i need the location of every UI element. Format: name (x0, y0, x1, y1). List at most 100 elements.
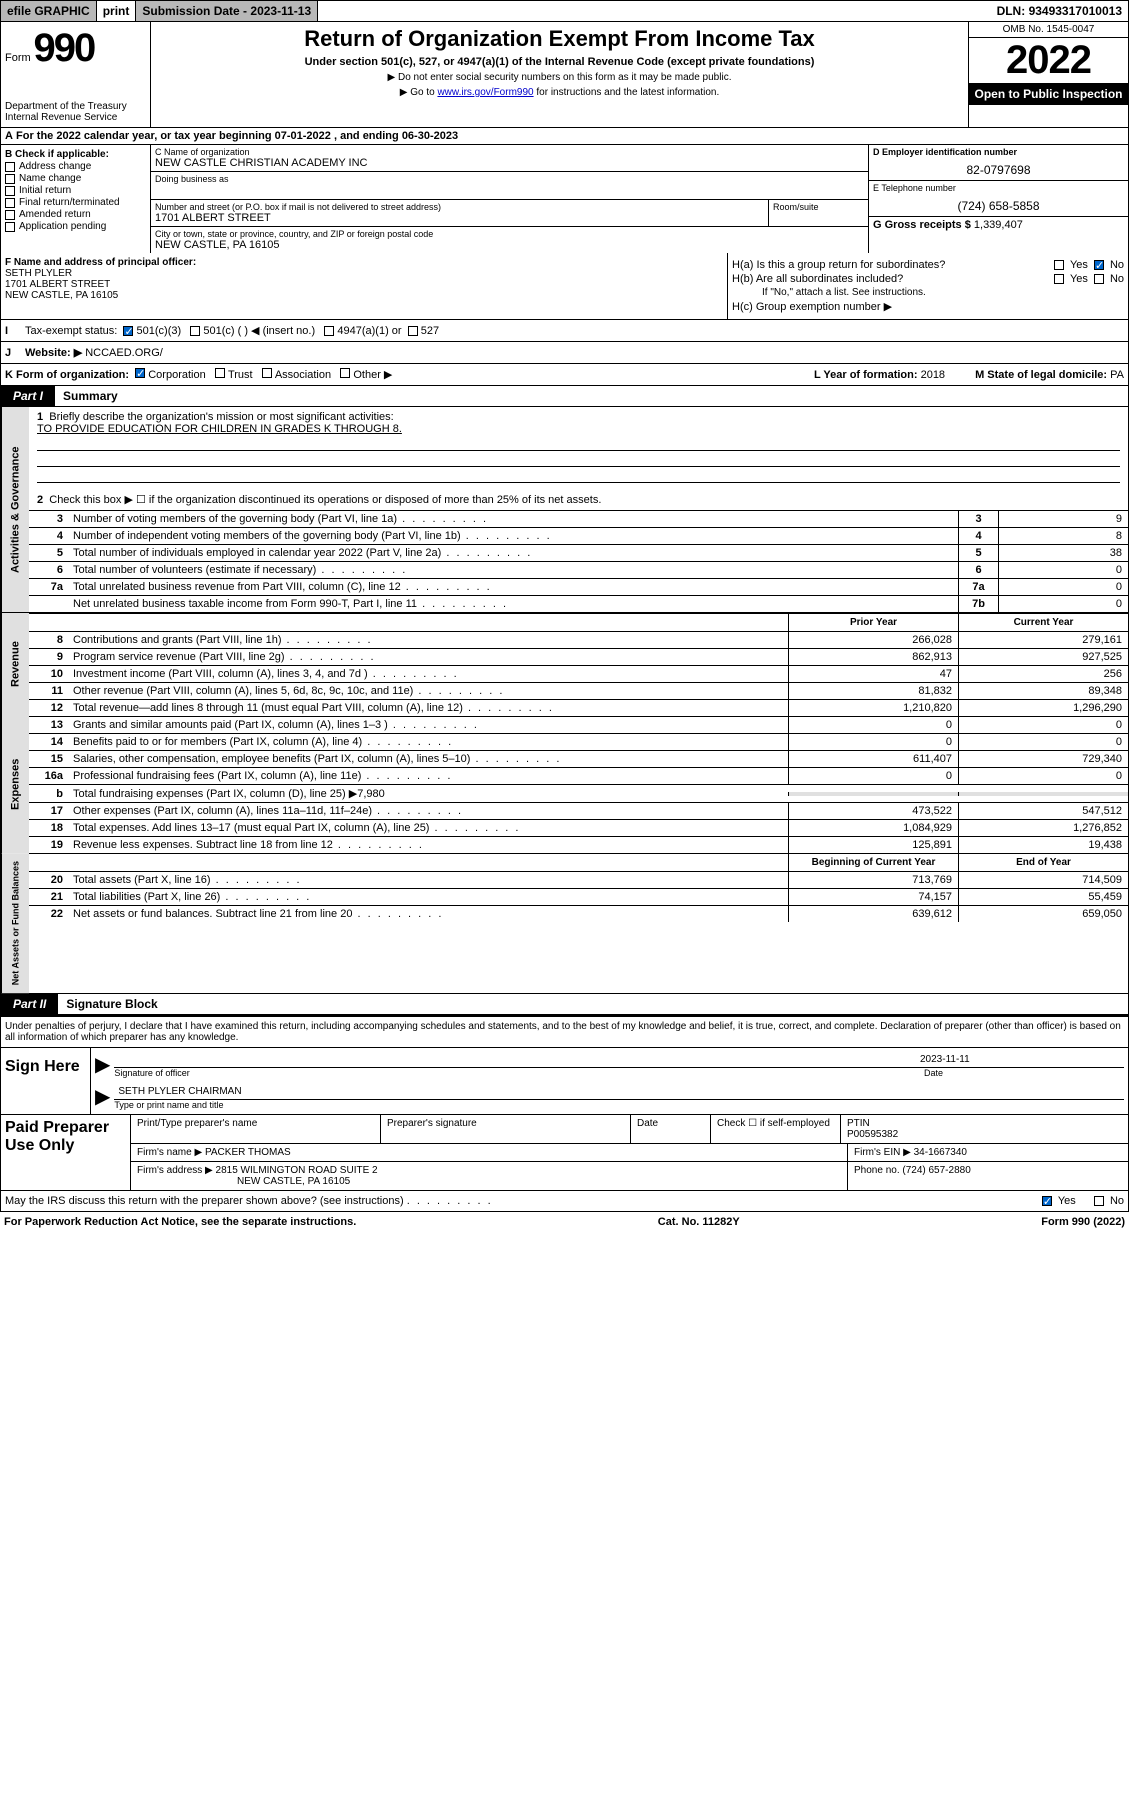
data-row: 8 Contributions and grants (Part VIII, l… (29, 631, 1128, 648)
officer-addr2: NEW CASTLE, PA 16105 (5, 290, 118, 301)
row-box: 5 (958, 545, 998, 561)
ha-yes-check[interactable] (1054, 260, 1064, 270)
hb-yes-check[interactable] (1054, 274, 1064, 284)
ein-value: 82-0797698 (873, 163, 1124, 177)
firm-ein-label: Firm's EIN ▶ (854, 1147, 911, 1158)
hb-no-check[interactable] (1094, 274, 1104, 284)
prior-val: 862,913 (788, 649, 958, 665)
check-name-change[interactable]: Name change (5, 173, 146, 184)
dba-label: Doing business as (155, 174, 864, 184)
year-end: 06-30-2023 (402, 130, 458, 142)
check-address-change[interactable]: Address change (5, 161, 146, 172)
opt-corp: Corporation (148, 369, 205, 381)
check-final-return[interactable]: Final return/terminated (5, 197, 146, 208)
current-val: 659,050 (958, 906, 1128, 922)
irs-link[interactable]: www.irs.gov/Form990 (437, 87, 533, 98)
box-d: D Employer identification number 82-0797… (869, 145, 1128, 181)
check-527[interactable] (408, 326, 418, 336)
check-initial-return[interactable]: Initial return (5, 185, 146, 196)
opt-trust: Trust (228, 369, 253, 381)
row-label: Investment income (Part VIII, column (A)… (69, 666, 788, 682)
entity-section: B Check if applicable: Address change Na… (0, 145, 1129, 253)
prior-val: 611,407 (788, 751, 958, 767)
check-4947[interactable] (324, 326, 334, 336)
ptin-value: P00595382 (847, 1129, 898, 1140)
row-num: 19 (29, 837, 69, 853)
dln-label: DLN: (997, 4, 1029, 18)
preparer-row: Paid Preparer Use Only Print/Type prepar… (0, 1115, 1129, 1191)
print-button[interactable]: print (97, 1, 137, 21)
phone-value: (724) 658-5858 (873, 199, 1124, 213)
mission-label: Briefly describe the organization's miss… (49, 411, 393, 423)
discuss-yes-check[interactable] (1042, 1196, 1052, 1206)
check-app-pending[interactable]: Application pending (5, 221, 146, 232)
preparer-title: Paid Preparer Use Only (1, 1115, 131, 1190)
prior-val: 473,522 (788, 803, 958, 819)
row-num: 20 (29, 872, 69, 888)
discuss-label: May the IRS discuss this return with the… (5, 1195, 404, 1207)
row-k: K Form of organization: Corporation Trus… (0, 364, 1129, 386)
firm-label: Firm's name ▶ (137, 1147, 202, 1158)
firm-phone-label: Phone no. (854, 1165, 902, 1176)
current-val: 89,348 (958, 683, 1128, 699)
year-formation-label: L Year of formation: (814, 369, 921, 381)
note2-pre: ▶ Go to (400, 87, 438, 98)
box-b: B Check if applicable: Address change Na… (1, 145, 151, 253)
row-num: 13 (29, 717, 69, 733)
row-label: Number of independent voting members of … (69, 528, 958, 544)
submission-date: Submission Date - 2023-11-13 (136, 1, 318, 21)
ptin-label: PTIN (847, 1118, 870, 1129)
domicile: PA (1110, 369, 1124, 381)
row-label: Net unrelated business taxable income fr… (69, 596, 958, 612)
form-number: 990 (33, 26, 94, 70)
row-label: Total revenue—add lines 8 through 11 (mu… (69, 700, 788, 716)
data-row: 12 Total revenue—add lines 8 through 11 … (29, 699, 1128, 716)
box-f: F Name and address of principal officer:… (1, 253, 728, 319)
part1-header: Part I Summary (0, 386, 1129, 407)
opt-name: Name change (19, 173, 81, 184)
val-16b: 7,980 (357, 788, 385, 800)
row-box: 3 (958, 511, 998, 527)
ein-label: D Employer identification number (873, 147, 1017, 157)
note-ssn: ▶ Do not enter social security numbers o… (155, 72, 964, 83)
row-box: 6 (958, 562, 998, 578)
hb-label: H(b) Are all subordinates included? (732, 273, 903, 285)
opt-init: Initial return (19, 185, 71, 196)
year-begin: 07-01-2022 (275, 130, 331, 142)
data-row: 20 Total assets (Part X, line 16) 713,76… (29, 871, 1128, 888)
opt-other: Other ▶ (353, 369, 392, 381)
row-label: Total unrelated business revenue from Pa… (69, 579, 958, 595)
row-j: J Website: ▶ NCCAED.ORG/ (0, 342, 1129, 364)
col-current: Current Year (958, 614, 1128, 631)
ha-no-check[interactable] (1094, 260, 1104, 270)
vtab-netassets: Net Assets or Fund Balances (1, 853, 29, 993)
check-corp[interactable] (135, 368, 145, 378)
row-label: Contributions and grants (Part VIII, lin… (69, 632, 788, 648)
current-val: 55,459 (958, 889, 1128, 905)
gross-label: G Gross receipts $ (873, 219, 974, 231)
check-501c3[interactable] (123, 326, 133, 336)
data-row: 13 Grants and similar amounts paid (Part… (29, 716, 1128, 733)
hb-no: No (1110, 273, 1124, 285)
discuss-no-check[interactable] (1094, 1196, 1104, 1206)
form-label: Form (5, 52, 31, 64)
check-amended[interactable]: Amended return (5, 209, 146, 220)
check-trust[interactable] (215, 368, 225, 378)
prior-val: 1,084,929 (788, 820, 958, 836)
box-h: H(a) Is this a group return for subordin… (728, 253, 1128, 319)
check-other[interactable] (340, 368, 350, 378)
dots (407, 1195, 493, 1207)
row-i: I Tax-exempt status: 501(c)(3) 501(c) ( … (0, 320, 1129, 342)
line-a: A For the 2022 calendar year, or tax yea… (0, 128, 1129, 145)
city-state-zip: NEW CASTLE, PA 16105 (155, 239, 864, 251)
row-label: Professional fundraising fees (Part IX, … (69, 768, 788, 784)
col-end: End of Year (958, 854, 1128, 871)
row-label: Total number of individuals employed in … (69, 545, 958, 561)
line2-num: 2 (37, 494, 43, 506)
year-formation: 2018 (921, 369, 945, 381)
check-501c[interactable] (190, 326, 200, 336)
row-num: 11 (29, 683, 69, 699)
officer-addr1: 1701 ALBERT STREET (5, 279, 110, 290)
header-mid: Return of Organization Exempt From Incom… (151, 22, 968, 127)
check-assoc[interactable] (262, 368, 272, 378)
